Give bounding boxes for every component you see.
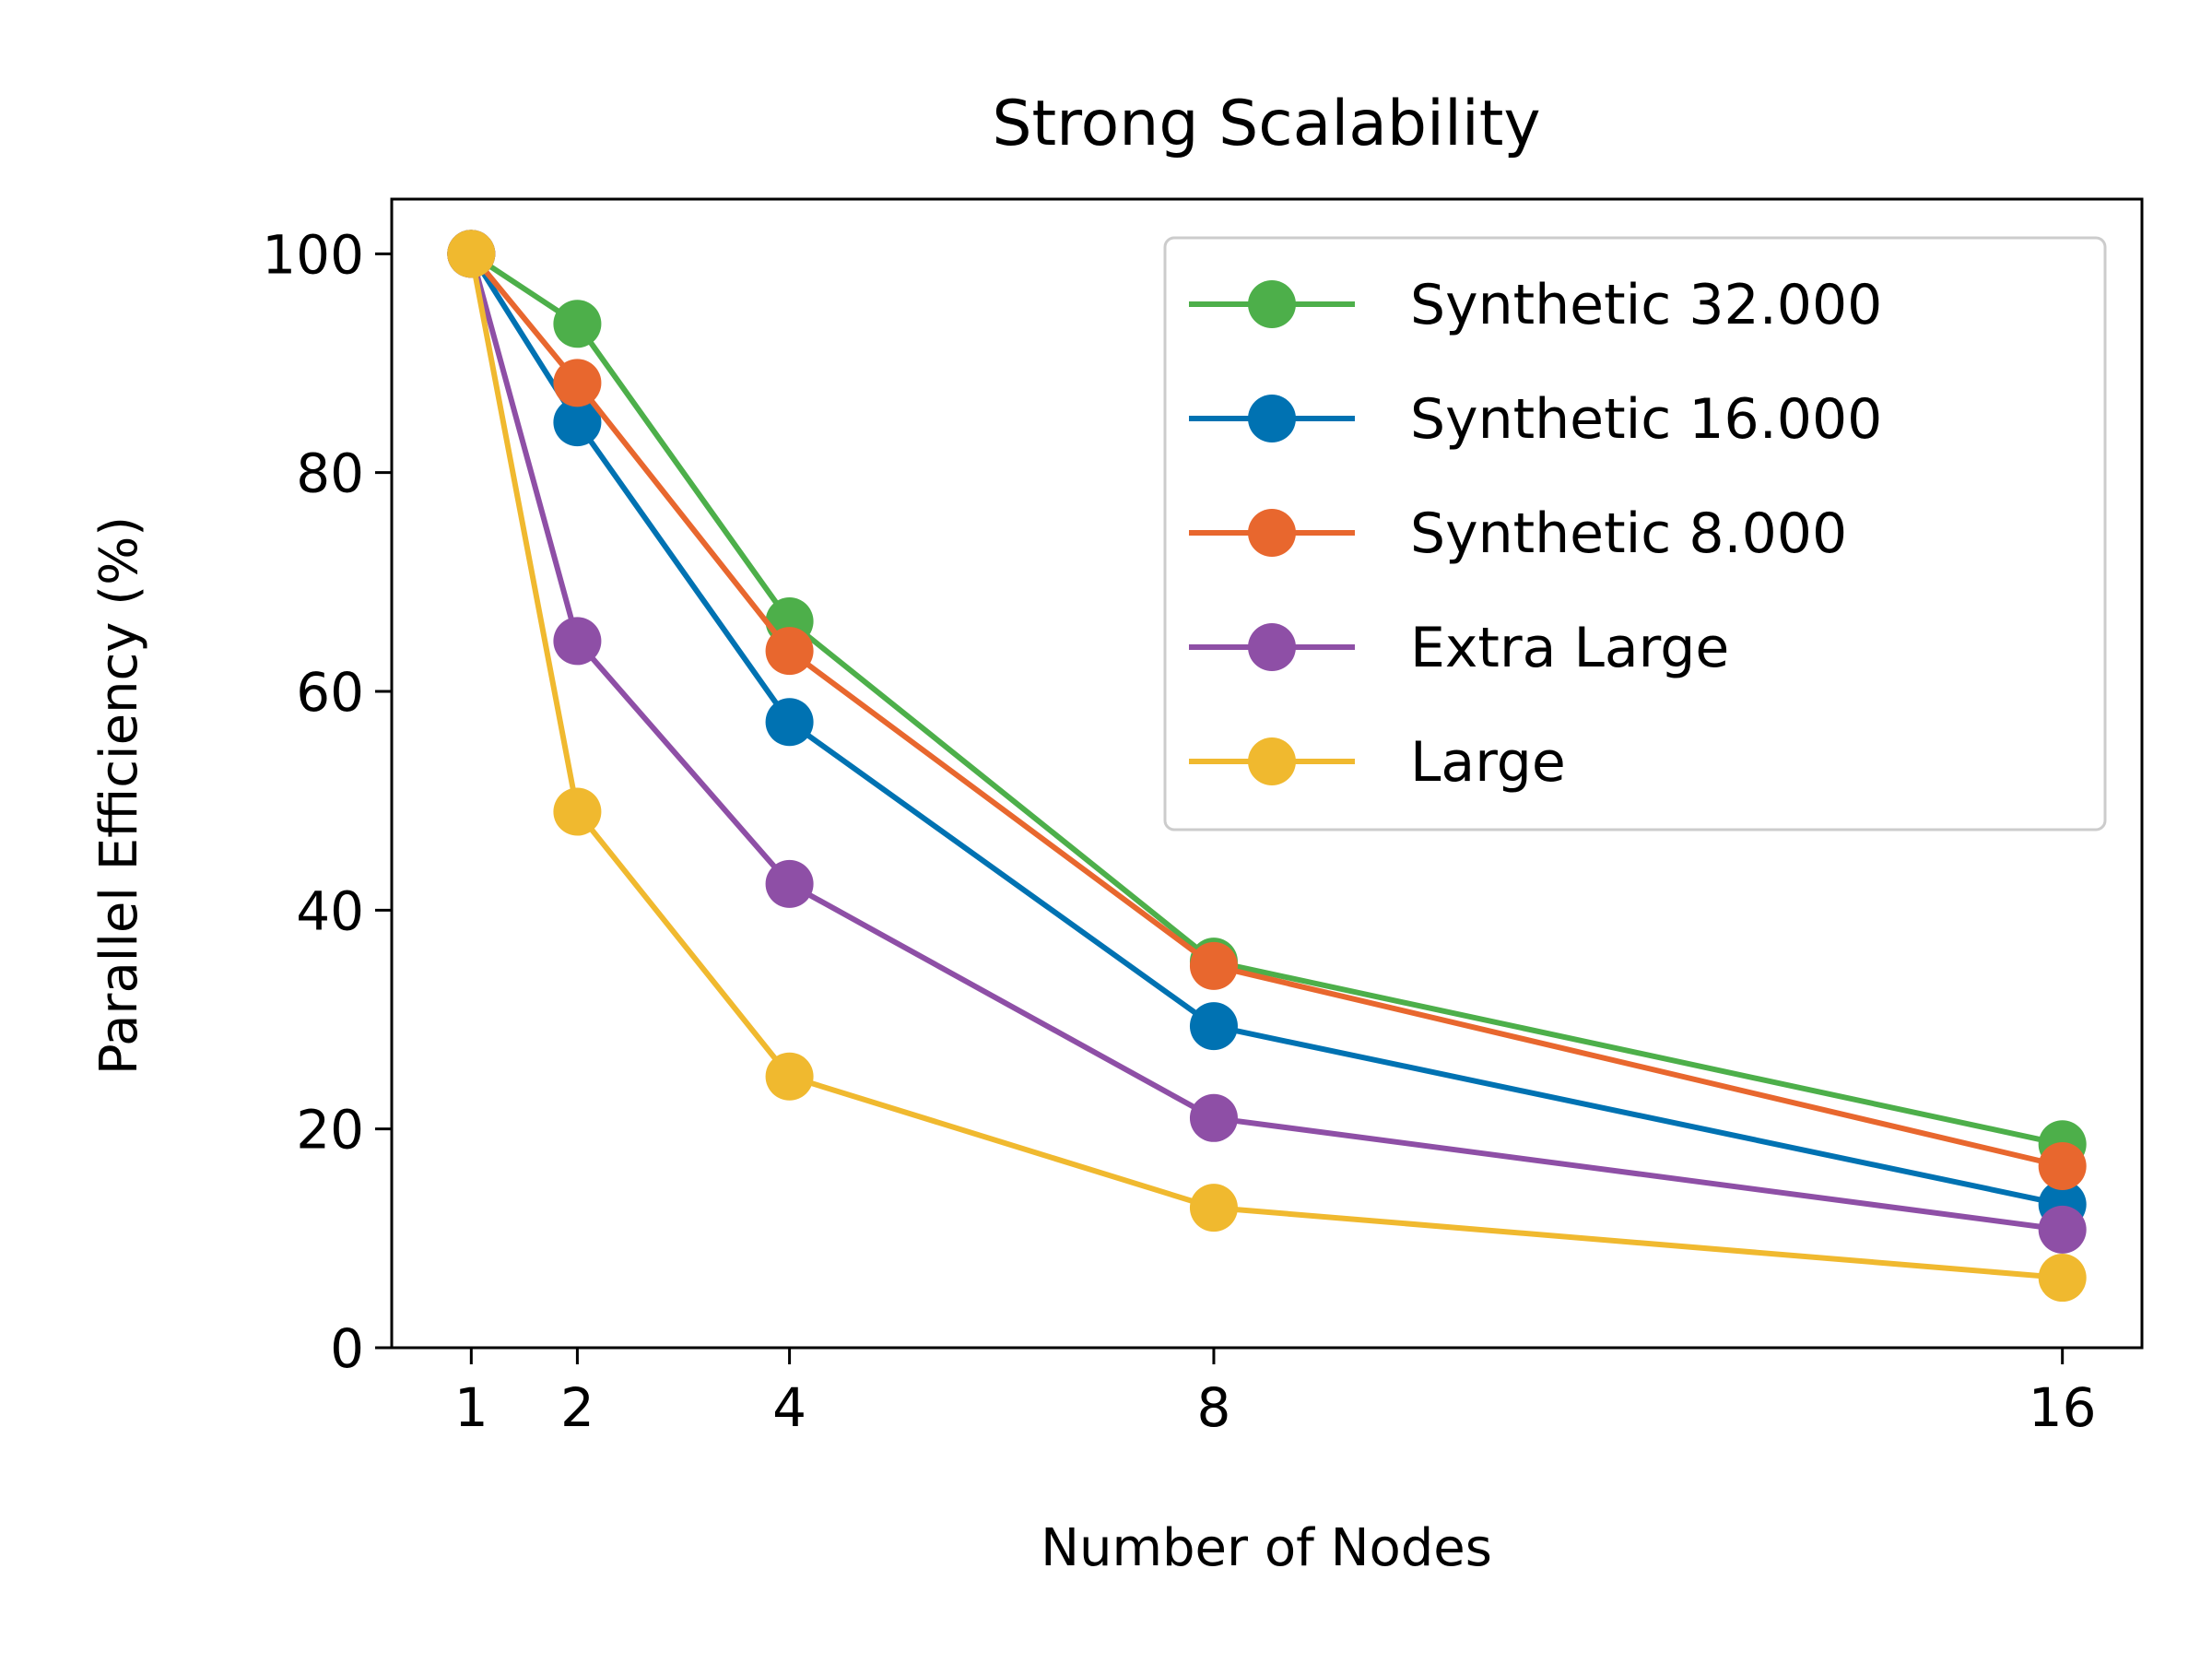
legend-item: Synthetic 16.000 [1189, 387, 1882, 452]
legend-box [1163, 236, 2107, 832]
legend-marker [1248, 623, 1296, 671]
data-point [765, 859, 814, 908]
y-tick-label: 60 [296, 661, 364, 724]
x-tick-label: 1 [454, 1376, 488, 1439]
legend-label: Large [1410, 730, 1566, 795]
data-point [553, 787, 602, 836]
legend-item: Extra Large [1189, 616, 1729, 680]
x-tick-label: 16 [2029, 1376, 2097, 1439]
legend-marker [1248, 737, 1296, 785]
axes: 1 2 4 8 16 0 20 40 60 80 100 [262, 197, 2144, 1439]
y-tick-label: 40 [296, 879, 364, 942]
data-point [1189, 1184, 1238, 1233]
legend-item: Large [1189, 730, 1566, 795]
legend-marker [1248, 280, 1296, 328]
y-axis-label: Parallel Efficiency (%) [89, 516, 149, 1075]
x-axis-label: Number of Nodes [1041, 1518, 1492, 1578]
x-tick-label: 4 [772, 1376, 806, 1439]
y-tick-label: 0 [330, 1317, 364, 1380]
data-point [2038, 1254, 2087, 1303]
data-point [765, 698, 814, 747]
data-point [1189, 941, 1238, 990]
data-point [447, 230, 496, 278]
y-tick-label: 20 [296, 1099, 364, 1162]
legend: Synthetic 32.000 Synthetic 16.000 Syntheti… [1163, 236, 2107, 832]
legend-label: Synthetic 8.000 [1410, 501, 1847, 566]
data-point [553, 617, 602, 666]
data-point [553, 300, 602, 348]
data-point [2038, 1142, 2087, 1191]
legend-marker [1248, 509, 1296, 557]
series-3 [447, 230, 2087, 1254]
series-4 [447, 230, 2087, 1303]
legend-label: Synthetic 32.000 [1410, 273, 1882, 337]
legend-label: Synthetic 16.000 [1410, 387, 1882, 452]
legend-label: Extra Large [1410, 616, 1729, 680]
data-point [2038, 1205, 2087, 1254]
data-point [765, 627, 814, 676]
legend-item: Synthetic 32.000 [1189, 273, 1882, 337]
legend-marker [1248, 395, 1296, 442]
data-point [1189, 1093, 1238, 1142]
data-point [553, 359, 602, 407]
data-point [1189, 1002, 1238, 1051]
plot-frame [390, 197, 2144, 1350]
series-group [447, 230, 2087, 1303]
y-tick-label: 100 [262, 223, 364, 286]
data-point [553, 398, 602, 447]
x-tick-label: 8 [1197, 1376, 1231, 1439]
y-tick-label: 80 [296, 442, 364, 505]
data-point [765, 1052, 814, 1101]
chart-title: Strong Scalability [992, 88, 1540, 160]
legend-item: Synthetic 8.000 [1189, 501, 1847, 566]
x-tick-label: 2 [560, 1376, 594, 1439]
